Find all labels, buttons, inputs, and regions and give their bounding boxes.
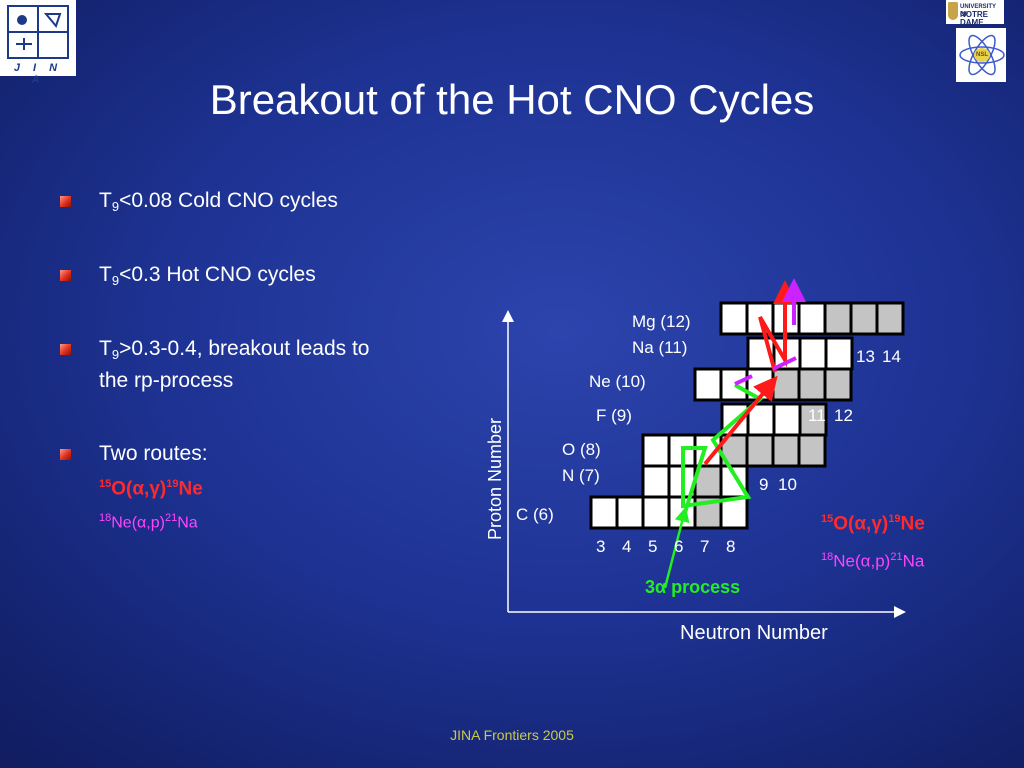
jina-logo: J I N A (0, 0, 76, 86)
red-path-upper (758, 280, 797, 373)
unstable-nuclide-cell (823, 367, 853, 402)
unstable-nuclide-cell (798, 402, 828, 437)
notre-dame-logo: UNIVERSITY OF NOTRE DAME (946, 0, 1004, 27)
stable-nuclide-cell (641, 464, 671, 499)
neutron-number-5: 5 (648, 537, 658, 556)
unstable-nuclide-cell (745, 433, 775, 468)
unstable-nuclide-cell (875, 301, 905, 336)
route-alpha-gamma: 15O(α,γ)19Ne (99, 478, 203, 500)
red-path-breakout (703, 375, 778, 466)
bullet-hot-cno: T9<0.3 Hot CNO cycles (99, 263, 316, 288)
element-label-n: N (7) (562, 466, 600, 485)
neutron-number-7: 7 (700, 537, 710, 556)
footer-text: JINA Frontiers 2005 (450, 727, 574, 743)
bullet-marker (60, 449, 71, 460)
neutron-number-11: 11 (808, 406, 826, 425)
magenta-path-1 (734, 374, 753, 386)
neutron-number-14: 14 (882, 347, 901, 366)
stable-nuclide-cell (641, 433, 671, 468)
stable-nuclide-cell (719, 301, 749, 336)
nsl-logo-text: NSL (974, 48, 990, 62)
route-alpha-p: 18Ne(α,p)21Na (99, 512, 198, 532)
stable-nuclide-cell (798, 336, 828, 371)
stable-nuclide-cell (719, 367, 749, 402)
bullet-marker (60, 344, 71, 355)
element-label-mg: Mg (12) (632, 312, 691, 331)
nsl-logo: NSL (956, 28, 1006, 82)
stable-nuclide-cell (589, 495, 619, 530)
diagram-route-alpha-gamma: 15O(α,γ)19Ne (821, 513, 925, 535)
unstable-nuclide-cell (823, 301, 853, 336)
unstable-nuclide-cell (797, 367, 827, 402)
notre-dame-logo-line1: UNIVERSITY OF (960, 4, 996, 18)
neutron-number-13: 13 (856, 347, 875, 366)
bullet-breakout: T9>0.3-0.4, breakout leads to the rp-proc… (99, 337, 370, 392)
stable-nuclide-cell (693, 367, 723, 402)
element-label-ne: Ne (10) (589, 372, 646, 391)
x-axis-label: Neutron Number (680, 622, 828, 644)
bullet-marker (60, 270, 71, 281)
stable-nuclide-cell (772, 402, 802, 437)
unstable-nuclide-cell (771, 433, 801, 468)
y-axis-label: Proton Number (485, 417, 505, 540)
unstable-nuclide-cell (797, 433, 827, 468)
triple-alpha-arrow (663, 506, 690, 589)
neutron-number-4: 4 (622, 537, 632, 556)
element-label-c: C (6) (516, 505, 554, 524)
bullet-marker (60, 196, 71, 207)
neutron-number-12: 12 (834, 406, 853, 425)
unstable-nuclide-cell (849, 301, 879, 336)
stable-nuclide-cell (824, 336, 854, 371)
stable-nuclide-cell (615, 495, 645, 530)
neutron-number-8: 8 (726, 537, 736, 556)
neutron-number-6: 6 (674, 537, 684, 556)
triple-alpha-label: 3α process (645, 577, 741, 597)
jina-logo-text: J I N A (13, 62, 63, 86)
slide-title: Breakout of the Hot CNO Cycles (209, 76, 815, 123)
magenta-path-2 (772, 356, 797, 371)
bullet-cold-cno: T9<0.08 Cold CNO cycles (99, 189, 338, 214)
notre-dame-logo-line2: NOTRE DAME (960, 10, 988, 27)
neutron-number-3: 3 (596, 537, 606, 556)
bullet-two-routes: Two routes: (99, 442, 208, 465)
jina-emblem-icon (7, 5, 69, 59)
element-label-f: F (9) (596, 406, 632, 425)
crest-icon (948, 2, 958, 20)
element-label-o: O (8) (562, 440, 601, 459)
stable-nuclide-cell (797, 301, 827, 336)
element-label-na: Na (11) (632, 338, 688, 357)
stable-nuclide-cell (641, 495, 671, 530)
unstable-nuclide-cell (771, 367, 801, 402)
neutron-number-9: 9 (759, 475, 769, 494)
neutron-number-10: 10 (778, 475, 797, 494)
diagram-route-alpha-p: 18Ne(α,p)21Na (821, 551, 925, 571)
